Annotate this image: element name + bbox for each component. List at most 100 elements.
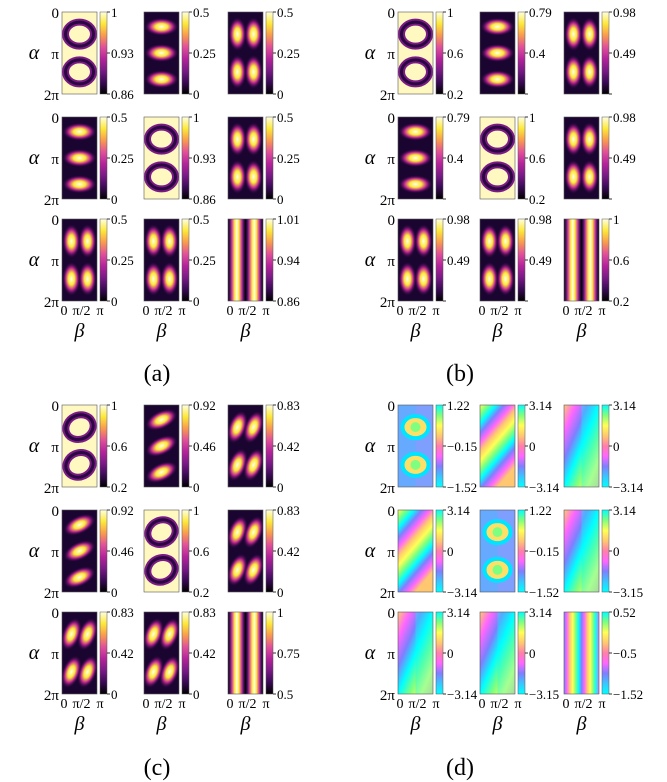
subplot: 0.98 0.49 0 π/2 πβ [479,212,552,342]
lobe-mark [62,261,81,296]
subplot: 0.92 0.46 0 0 π 2π α [29,503,135,602]
colorbar-tick-label: 0.6 [447,46,464,61]
lobe-mark [62,175,97,194]
map-frame [143,11,180,95]
colorbar-tick-label: 1 [111,398,118,413]
lobe-mark [228,17,247,52]
colorbar-tick-label: 0 [529,646,536,661]
colorbar-tick-label: 0.98 [613,5,636,20]
x-tick-label: π [432,304,439,319]
map-frame [227,404,264,488]
colorbar-tick-label: 0 [193,480,200,495]
map-frame [563,218,600,302]
colorbar-tick-label: 0 [193,87,200,102]
lobe-mark [414,261,433,296]
lobe-mark [243,410,263,444]
map-pattern [564,117,599,199]
colorbar-tick-label: 0.6 [111,439,128,454]
panel-label: (b) [446,361,474,387]
map-pattern [228,219,263,301]
map-pattern [564,612,599,694]
x-tick-label: π [178,304,185,319]
x-axis-label: β [240,713,251,735]
map-pattern [480,219,515,301]
colorbar-tick-label: 0.25 [111,253,134,268]
y-tick-label: 2π [44,688,60,704]
lobe-mark [228,159,247,194]
colorbar-tick-label: 0.93 [193,151,216,166]
colorbar-tick-label: 0.49 [447,253,470,268]
ring-core [146,163,177,191]
colorbar-tick-label: 1 [529,110,536,125]
map-pattern [144,405,179,487]
colorbar [601,11,610,95]
colorbar-tick-label: 3.14 [447,503,470,518]
lobe-mark [62,617,82,651]
colorbar-tick-label: 0.2 [613,294,629,309]
lobe-mark [63,540,96,562]
colorbar-tick-label: 0.42 [193,646,216,661]
ring-core [146,518,177,547]
colorbar [181,404,190,488]
map-frame [397,116,434,200]
y-tick-label: 2π [44,88,60,104]
x-tick-label: π [432,697,439,712]
colorbar-tick-label: 0.5 [111,212,127,227]
map-pattern [62,405,97,487]
colorbar [517,611,526,695]
y-tick-label: π [387,254,395,270]
lobe-mark [580,159,599,194]
lobe-mark [496,261,515,296]
x-tick-label: 0 [397,304,404,319]
colorbar-tick-label: 0.86 [111,87,134,102]
colorbar [181,509,190,593]
x-tick-label: π/2 [239,304,257,319]
map-pattern [398,405,433,487]
map-frame [563,509,600,593]
lobe-mark [144,617,164,651]
lobe-mark [243,515,263,549]
colorbar [517,509,526,593]
colorbar-tick-label: 0 [193,687,200,702]
y-axis-label: α [365,249,376,271]
lobe-mark [496,224,515,259]
lobe-mark [77,617,97,651]
lobe-mark [414,224,433,259]
colorbar-tick-label: 0.4 [529,46,546,61]
lobe-mark [480,44,515,62]
colorbar-tick-label: 0.4 [447,151,464,166]
map-frame [479,116,516,200]
colorbar [435,218,444,302]
colorbar-tick-label: 0.5 [277,687,293,702]
colorbar-tick-label: 0 [111,585,118,600]
map-frame [479,509,516,593]
colorbar-tick-label: −3.15 [613,585,643,600]
map-pattern [564,12,599,94]
map-frame [397,218,434,302]
subplot: 0.5 0.25 0 [227,110,300,207]
x-axis-label: β [492,713,503,735]
colorbar-tick-label: 0.98 [447,212,470,227]
lobe-mark [228,410,248,444]
subplot: 1.22 −0.15 −1.52 [479,503,559,600]
colorbar-tick-label: 3.14 [613,398,636,413]
map-pattern [564,219,599,301]
colorbar-tick-label: 0.49 [613,46,636,61]
map-frame [227,611,264,695]
x-axis-label: β [492,320,503,342]
colorbar-tick-label: −3.14 [613,480,644,495]
subplot: 0.5 0.25 0 [227,5,300,102]
colorbar-tick-label: 0 [277,585,284,600]
x-axis-label: β [240,320,251,342]
colorbar [99,404,108,488]
lobe-mark [144,224,163,259]
colorbar-tick-label: 1 [193,110,200,125]
ring-core [400,58,431,86]
colorbar-tick-label: 0.2 [529,192,545,207]
colorbar [265,11,274,95]
lobe-mark [144,70,179,89]
colorbar-tick-label: 0.6 [193,544,210,559]
subplot: 0.79 0.4 [479,5,552,95]
colorbar-tick-label: 0.25 [111,151,134,166]
